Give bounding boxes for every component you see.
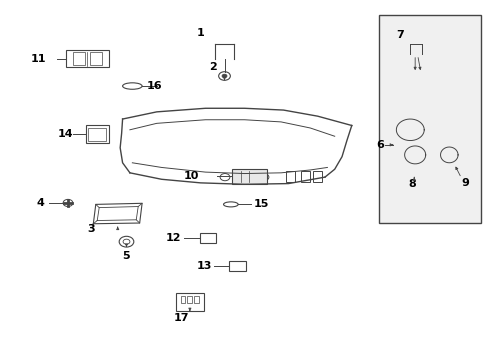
Text: 11: 11	[31, 54, 46, 64]
Text: 4: 4	[37, 198, 44, 208]
Bar	[85, 126, 109, 143]
Text: 2: 2	[208, 62, 216, 72]
Text: 6: 6	[375, 140, 383, 150]
Text: 9: 9	[460, 178, 468, 188]
Text: 13: 13	[197, 261, 212, 271]
Circle shape	[119, 236, 134, 247]
Ellipse shape	[122, 83, 142, 89]
Ellipse shape	[223, 202, 238, 207]
Text: 3: 3	[87, 225, 95, 234]
Circle shape	[220, 174, 229, 181]
Bar	[175, 293, 203, 311]
Text: 7: 7	[396, 30, 404, 40]
Circle shape	[259, 174, 268, 181]
Bar	[187, 296, 192, 303]
Text: 12: 12	[166, 233, 181, 243]
Text: 16: 16	[146, 81, 162, 91]
Bar	[313, 171, 322, 182]
Bar	[286, 171, 295, 182]
Circle shape	[123, 239, 130, 244]
Bar	[73, 52, 84, 65]
Text: 17: 17	[173, 313, 188, 323]
Bar	[194, 296, 199, 303]
Bar	[88, 128, 106, 140]
Bar	[231, 169, 266, 184]
Bar	[228, 261, 245, 271]
Circle shape	[218, 72, 230, 80]
Text: 8: 8	[408, 179, 416, 189]
Text: 15: 15	[253, 199, 269, 210]
Bar	[200, 233, 215, 243]
Bar	[90, 52, 102, 65]
Bar	[301, 171, 309, 182]
Circle shape	[63, 199, 73, 207]
Bar	[66, 50, 109, 67]
Text: 14: 14	[57, 129, 73, 139]
Text: 5: 5	[122, 251, 130, 261]
Circle shape	[222, 74, 226, 78]
Text: 1: 1	[196, 28, 204, 38]
Bar	[180, 296, 185, 303]
Bar	[378, 15, 480, 223]
Text: 10: 10	[184, 171, 199, 181]
Circle shape	[239, 174, 249, 181]
